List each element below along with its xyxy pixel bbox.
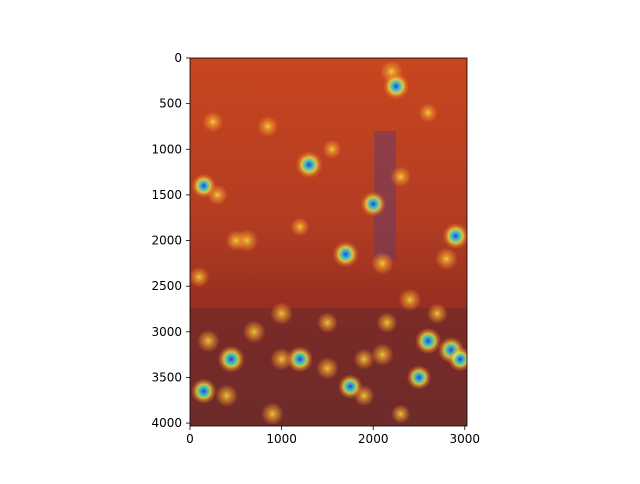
heatmap-hotspot: [448, 346, 467, 372]
y-tick-label: 1000: [151, 142, 182, 156]
heatmap-hotspot: [316, 357, 339, 380]
heatmap-hotspot: [207, 184, 228, 206]
y-tick-label: 2000: [151, 234, 182, 248]
y-tick-label: 1500: [151, 188, 182, 202]
heatmap-hotspot: [322, 139, 342, 159]
heatmap-hotspot: [353, 348, 375, 370]
y-tick-label: 3000: [151, 325, 182, 339]
heatmap-hotspot: [215, 384, 238, 407]
heatmap-hotspot: [435, 247, 458, 271]
heatmap-hotspot: [257, 116, 279, 137]
heatmap-hotspot: [406, 365, 432, 390]
y-tick-label: 0: [174, 51, 182, 65]
heatmap-tower-shape: [374, 131, 397, 259]
heatmap-hotspot: [376, 312, 398, 334]
heatmap-hotspot: [383, 73, 410, 100]
y-tick-label: 500: [159, 97, 182, 111]
y-axis: 0 500 1000 1500 2000 2500 3000 3500 4000: [151, 51, 190, 430]
heatmap-hotspot: [371, 343, 394, 366]
heatmap-hotspot: [191, 378, 217, 404]
heatmap-hotspot: [442, 222, 467, 250]
y-tick-label: 4000: [151, 416, 182, 430]
heatmap-hotspot: [371, 252, 394, 275]
heatmap-hotspot: [360, 191, 386, 217]
heatmap-hotspot: [290, 217, 310, 237]
heatmap-hotspot: [353, 385, 375, 407]
heatmap-hotspot: [286, 346, 314, 373]
x-axis: 0 1000 2000 3000: [186, 426, 480, 446]
x-tick-label: 0: [186, 432, 194, 446]
x-tick-label: 1000: [266, 432, 297, 446]
heatmap-hotspot: [418, 103, 438, 123]
plot-frame: [189, 57, 468, 427]
heatmap-hotspot: [426, 303, 448, 324]
x-tick-label: 3000: [450, 432, 481, 446]
heatmap-hotspot: [270, 347, 293, 371]
heatmap-hotspot: [202, 111, 224, 133]
heatmap-image: [190, 58, 467, 426]
heatmap-hotspot: [295, 151, 323, 179]
heatmap-hotspot: [332, 241, 359, 268]
heatmap-hotspot: [217, 345, 245, 373]
heatmap-hotspot: [398, 288, 422, 312]
y-tick-label: 3500: [151, 370, 182, 384]
heatmap-hotspot: [415, 327, 442, 355]
heatmap-hotspot: [270, 302, 293, 325]
heatmap-hotspot: [317, 312, 338, 334]
heatmap-hotspot: [190, 266, 210, 288]
heatmap-hotspot: [225, 230, 247, 251]
x-tick-label: 2000: [358, 432, 389, 446]
heatmap-hotspot: [197, 329, 220, 353]
heatmap-hotspot: [242, 320, 266, 344]
heatmap-hotspot: [390, 166, 412, 188]
heatmap-hotspot: [261, 402, 284, 426]
heatmap-hotspot: [391, 404, 411, 424]
y-tick-label: 2500: [151, 279, 182, 293]
